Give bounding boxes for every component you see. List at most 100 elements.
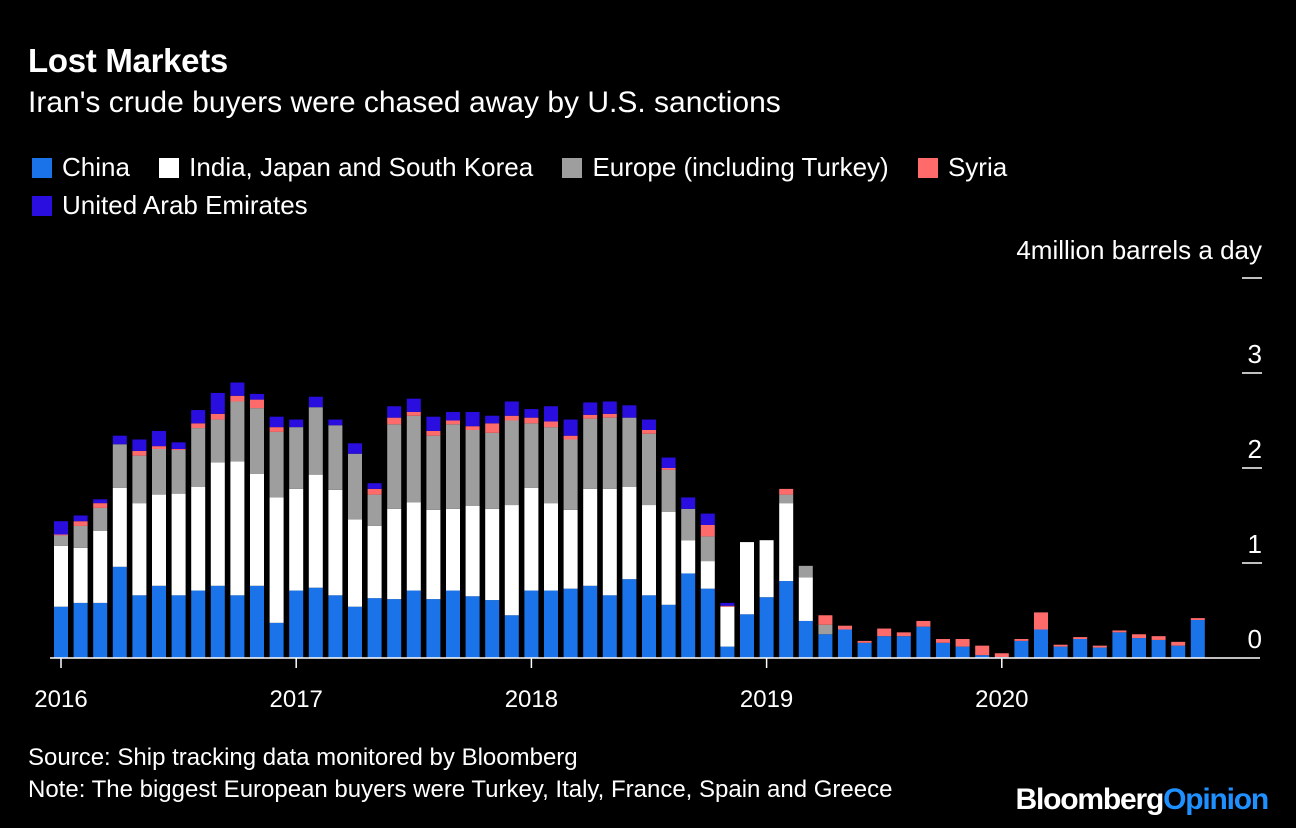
bar-segment-1: [740, 614, 754, 658]
bar-segment-5: [348, 443, 362, 454]
bar-segment-4: [191, 423, 206, 429]
bar-segment-2: [740, 542, 754, 615]
bar-segment-4: [1112, 630, 1127, 633]
bar-segment-2: [112, 487, 127, 567]
bar-segment-4: [269, 427, 284, 432]
bar-segment-3: [230, 401, 245, 462]
x-tick-label: 2019: [740, 686, 793, 713]
bar-segment-4: [779, 488, 794, 495]
bar-segment-1: [1073, 639, 1088, 658]
bar-segment-1: [367, 598, 382, 658]
y-tick-label: 3: [1248, 339, 1262, 369]
bar-segment-3: [661, 469, 676, 512]
bar-segment-5: [426, 416, 441, 431]
bar-segment-3: [387, 424, 402, 509]
legend-swatch-india-japan-korea: [159, 158, 180, 178]
bar-segment-1: [406, 590, 421, 658]
bar-segment-1: [54, 606, 68, 658]
bar-segment-4: [73, 521, 88, 526]
bar-segment-3: [73, 525, 88, 548]
bar-segment-2: [465, 506, 480, 597]
bar-segment-4: [936, 639, 950, 643]
bar-segment-2: [642, 505, 656, 596]
bar-segment-1: [308, 587, 323, 658]
bar-segment-1: [563, 588, 578, 658]
bar-segment-1: [1112, 632, 1127, 658]
bar-segment-2: [544, 503, 558, 591]
bar-segment-4: [896, 632, 911, 637]
bar-segment-5: [544, 406, 558, 422]
bar-segment-2: [759, 540, 774, 598]
bar-segment-5: [504, 401, 519, 416]
bar-segment-1: [936, 642, 950, 658]
legend-label-uae: United Arab Emirates: [62, 190, 308, 220]
bar-segment-3: [348, 453, 362, 520]
bar-segment-2: [583, 488, 598, 586]
bar-segment-3: [406, 415, 421, 503]
y-tick-label: 2: [1248, 434, 1262, 464]
bar-segment-1: [700, 588, 715, 658]
bar-segment-1: [289, 590, 304, 658]
bar-segment-4: [1151, 636, 1166, 640]
legend: China India, Japan and South Korea Europ…: [32, 148, 1232, 224]
bar-segment-1: [504, 615, 519, 658]
bar-segment-4: [857, 640, 872, 643]
bar-segment-2: [504, 505, 519, 616]
bar-segment-5: [446, 411, 460, 421]
bar-segment-5: [171, 442, 186, 449]
bar-segment-1: [230, 595, 245, 658]
bar-segment-1: [1171, 645, 1186, 658]
bar-segment-3: [328, 425, 343, 490]
bar-segment-2: [132, 503, 147, 596]
brand-part1: Bloomberg: [1015, 783, 1165, 816]
bar-segment-4: [877, 628, 892, 637]
legend-swatch-europe: [562, 158, 583, 178]
bar-segment-4: [152, 446, 166, 449]
bar-segment-4: [583, 414, 598, 419]
bar-segment-1: [896, 636, 911, 658]
bar-segment-3: [602, 417, 617, 489]
bar-segment-3: [171, 449, 186, 494]
bar-segment-2: [387, 508, 402, 600]
bar-segment-1: [152, 585, 166, 658]
bar-segment-4: [818, 615, 833, 625]
bar-segment-3: [504, 420, 519, 506]
bar-segment-3: [446, 424, 460, 509]
bar-segment-1: [1092, 647, 1107, 658]
bar-segment-4: [446, 420, 460, 425]
bar-segment-2: [681, 540, 696, 574]
bar-segment-3: [250, 408, 264, 474]
y-tick-label: 0: [1248, 624, 1262, 654]
bar-segment-2: [367, 525, 382, 599]
bar-segment-2: [152, 494, 166, 586]
bar-segment-4: [1092, 645, 1107, 648]
bar-segment-5: [132, 439, 147, 451]
bar-segment-1: [642, 595, 656, 658]
bar-segment-1: [1132, 638, 1146, 658]
bar-segment-1: [210, 585, 225, 658]
bar-segment-1: [132, 595, 147, 658]
bar-segment-3: [289, 427, 304, 489]
bar-segment-2: [485, 508, 500, 601]
bar-segment-1: [877, 636, 892, 658]
bar-segment-4: [54, 534, 68, 536]
bar-segment-1: [857, 642, 872, 658]
bar-segment-5: [112, 435, 127, 445]
bar-segment-5: [661, 457, 676, 468]
bar-segment-5: [93, 499, 108, 504]
bar-segment-3: [563, 439, 578, 510]
bar-segment-1: [112, 566, 127, 658]
note-text: Note: The biggest European buyers were T…: [28, 776, 893, 803]
bar-segment-5: [152, 430, 166, 447]
bar-segment-5: [642, 419, 656, 430]
bar-segment-4: [700, 525, 715, 537]
bar-segment-4: [544, 421, 558, 428]
bar-segment-1: [759, 597, 774, 658]
bar-segment-3: [622, 417, 637, 487]
legend-label-china: China: [62, 152, 130, 182]
bar-segment-5: [720, 602, 735, 606]
bar-segment-5: [465, 411, 480, 427]
bar-segment-4: [210, 413, 225, 420]
bar-segment-4: [838, 625, 852, 630]
